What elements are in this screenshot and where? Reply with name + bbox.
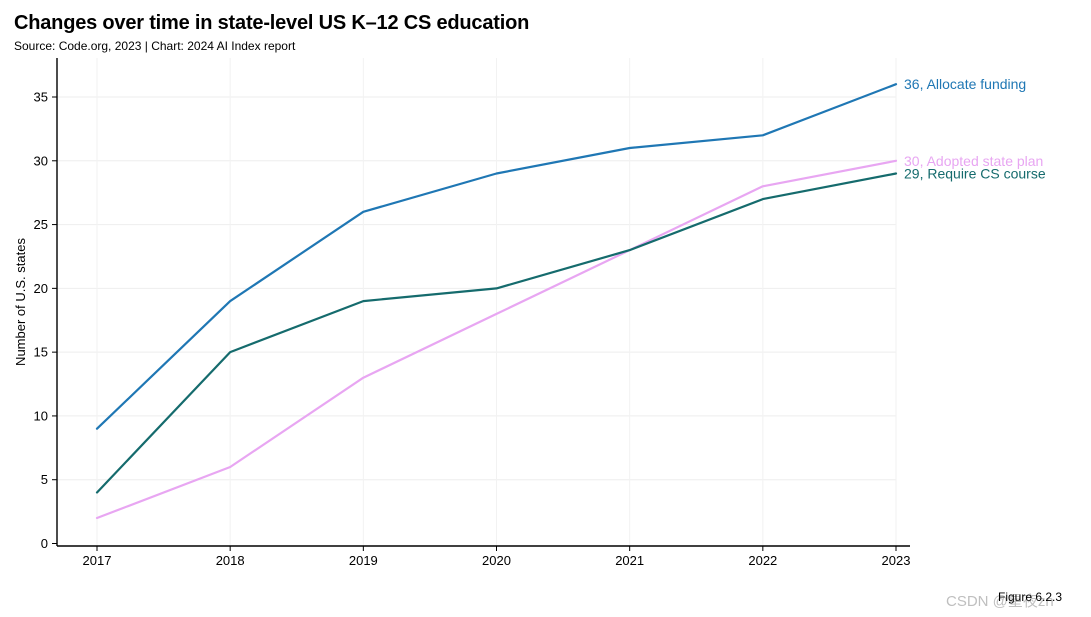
series-lines [95, 83, 898, 520]
x-tick-label: 2021 [615, 553, 644, 568]
chart-source: Source: Code.org, 2023 | Chart: 2024 AI … [14, 39, 296, 53]
x-tick-label: 2019 [349, 553, 378, 568]
series-end-label: 29, Require CS course [904, 166, 1046, 182]
x-tick-label: 2017 [83, 553, 112, 568]
series-line-adopted-state-plan [95, 159, 898, 520]
y-tick-label: 35 [34, 90, 48, 105]
x-tick-label: 2023 [882, 553, 911, 568]
y-tick-label: 20 [34, 281, 48, 296]
series-end-labels: 36, Allocate funding 30, Adopted state pl… [904, 76, 1046, 181]
x-tick-label: 2022 [748, 553, 777, 568]
series-end-label: 36, Allocate funding [904, 76, 1026, 92]
y-tick-label: 0 [41, 536, 48, 551]
series-end-label: 30, Adopted state plan [904, 153, 1043, 169]
chart-title: Changes over time in state-level US K–12… [14, 12, 530, 34]
x-tick-label: 2018 [216, 553, 245, 568]
x-tick-label: 2020 [482, 553, 511, 568]
y-tick-label: 5 [41, 472, 48, 487]
y-tick-label: 15 [34, 345, 48, 360]
series-line-allocate-funding [95, 83, 898, 430]
y-axis-label: Number of U.S. states [13, 238, 28, 366]
figure-label: Figure 6.2.3 [998, 590, 1063, 604]
y-tick-label: 10 [34, 408, 48, 423]
y-tick-label: 30 [34, 153, 48, 168]
watermark: CSDN @星夜zn [946, 593, 1054, 610]
y-tick-label: 25 [34, 217, 48, 232]
series-line-require-cs-course [95, 172, 898, 494]
axes: 0 5 10 15 20 25 30 35 2017 2018 2019 2020 2021 2022 20… [13, 58, 910, 568]
grid-lines [57, 58, 897, 546]
